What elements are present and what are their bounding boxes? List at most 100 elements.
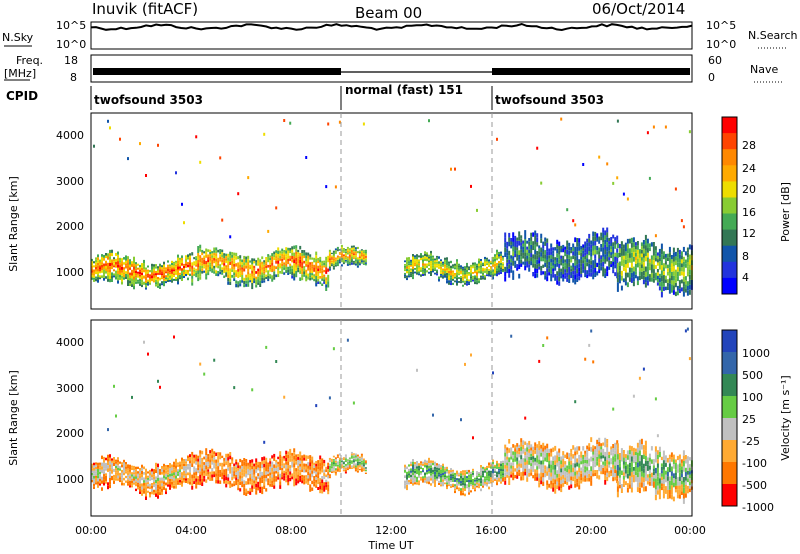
echo-cell: [291, 473, 294, 477]
echo-cell: [404, 467, 406, 470]
echo-cell: [299, 457, 302, 461]
echo-cell: [580, 480, 583, 484]
echo-cell: [594, 231, 597, 237]
echo-cell: [586, 474, 589, 478]
echo-cell: [432, 259, 434, 261]
echo-cell: [211, 451, 214, 456]
echo-cell: [95, 469, 97, 472]
echo-cell: [672, 247, 675, 253]
echo-cell: [578, 454, 581, 460]
echo-cell: [556, 462, 559, 467]
echo-cell: [516, 240, 519, 245]
echo-cell: [111, 272, 113, 276]
echo-cell: [243, 268, 246, 272]
echo-cell: [622, 244, 625, 249]
echo-cell: [360, 249, 363, 251]
echo-cell: [616, 277, 619, 283]
echo-cell: [309, 264, 312, 268]
echo-cell: [267, 256, 270, 260]
echo-cell: [656, 272, 659, 276]
echo-cell: [556, 451, 559, 456]
echo-cell: [458, 480, 460, 482]
echo-cell: [540, 448, 543, 453]
echo-cell: [628, 454, 631, 459]
echo-cell: [315, 469, 318, 472]
echo-cell: [510, 471, 513, 475]
echo-cell: [271, 480, 274, 484]
echo-cell: [634, 458, 637, 462]
echo-cell: [476, 276, 478, 279]
echo-cell: [412, 464, 414, 467]
echo-cell: [293, 452, 296, 456]
echo-cell: [636, 263, 639, 268]
echo-cell: [462, 276, 464, 279]
echo-cell: [478, 263, 480, 266]
echo-cell: [297, 474, 300, 478]
echo-cell: [556, 485, 559, 489]
echo-cell: [311, 470, 314, 474]
echo-cell: [267, 273, 270, 276]
echo-cell: [197, 479, 200, 482]
echo-cell: [620, 448, 623, 453]
echo-cell: [622, 453, 625, 458]
echo-cell: [454, 267, 456, 270]
echo-cell: [454, 486, 456, 489]
echo-cell: [360, 255, 363, 257]
echo-cell: [432, 264, 434, 266]
echo-cell: [287, 247, 290, 251]
echo-cell: [508, 462, 511, 467]
echo-cell: [474, 262, 476, 265]
echo-cell: [125, 273, 127, 277]
echo-cell: [442, 263, 444, 266]
echo-cell: [259, 474, 262, 478]
echo-cell: [682, 266, 685, 272]
echo-cell: [466, 274, 468, 277]
echo-cell: [532, 465, 535, 469]
echo-cell: [560, 472, 563, 477]
echo-cell: [672, 285, 675, 291]
echo-cell: [446, 471, 448, 474]
echo-cell: [123, 269, 125, 273]
echo-cell: [95, 471, 97, 474]
echo-cell: [201, 450, 204, 455]
echo-cell: [332, 471, 335, 473]
echo-cell: [636, 276, 639, 281]
echo-cell: [293, 266, 296, 270]
echo-cell: [420, 478, 422, 481]
echo-cell: [330, 264, 333, 267]
echo-cell: [281, 474, 284, 478]
echo-cell: [249, 275, 252, 278]
echo-cell: [606, 237, 609, 243]
echo-cell: [460, 277, 462, 280]
echo-cell: [486, 268, 488, 271]
echo-cell: [348, 462, 351, 464]
echo-cell: [225, 258, 228, 261]
echo-cell: [562, 459, 565, 463]
echo-cell: [289, 465, 292, 469]
echo-cell: [153, 469, 155, 472]
echo-cell: [484, 270, 486, 273]
echo-cell: [269, 478, 272, 481]
echo-cell: [211, 257, 214, 260]
echo-cell: [618, 244, 621, 249]
echo-cell: [129, 277, 131, 281]
echo-cell: [438, 482, 440, 485]
echo-cell: [520, 472, 523, 477]
echo-cell: [133, 480, 135, 483]
echo-cell: [167, 275, 169, 278]
echo-cell: [510, 450, 513, 454]
echo-cell: [414, 464, 416, 467]
echo-cell: [344, 469, 347, 472]
echo-cell: [462, 487, 464, 491]
echo-cell: [528, 260, 531, 265]
echo-cell: [586, 463, 589, 468]
echo-cell: [233, 269, 236, 273]
echo-cell: [327, 472, 330, 476]
echo-cell: [125, 258, 127, 261]
echo-cell: [506, 459, 509, 463]
echo-cell: [313, 478, 316, 482]
echo-cell: [109, 272, 111, 276]
echo-cell: [356, 467, 359, 469]
echo-cell: [436, 476, 438, 479]
echo-cell: [434, 479, 436, 482]
